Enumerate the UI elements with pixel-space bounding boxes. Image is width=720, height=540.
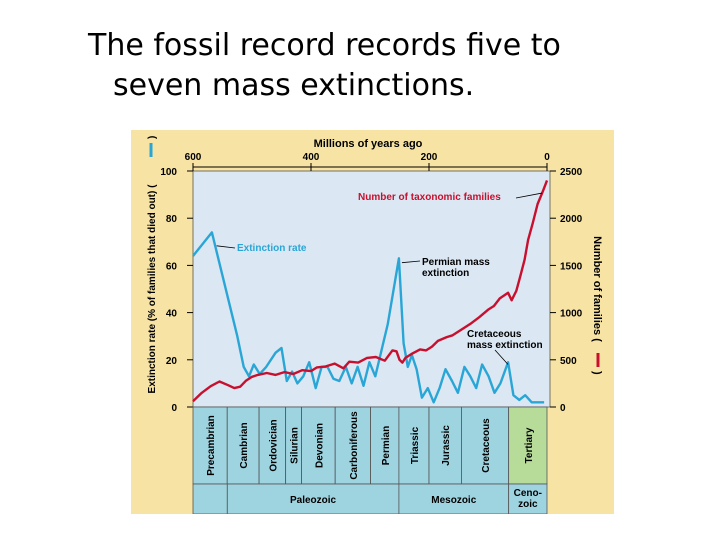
period-cell (301, 406, 336, 485)
left-axis-tick-label: 40 (166, 309, 178, 320)
mass-extinction-figure: Millions of years ago 600 400 200 0 0 20 40 60 80… (131, 130, 614, 514)
right-axis-tick-label: 0 (560, 403, 566, 414)
era-cell (508, 483, 548, 514)
period-label: Devonian (314, 423, 325, 468)
annotation-leader (515, 192, 543, 199)
era-cell (226, 483, 400, 514)
period-label: Triassic (410, 426, 421, 464)
annotation-number-of-families: Number of taxonomic families (358, 192, 501, 203)
period-label: Cambrian (239, 422, 250, 468)
period-label: Permian (381, 426, 392, 465)
left-axis-tick-label: 0 (171, 403, 177, 414)
era-label: Paleozoic (290, 495, 337, 506)
era-cell (398, 483, 510, 514)
annotation-permian-extinction: Permian mass extinction (422, 257, 490, 279)
right-axis-label-tail: ) (591, 371, 603, 375)
period-label: Ordovician (268, 419, 279, 471)
top-axis-tick-label: 0 (544, 152, 550, 163)
extinction-rate-line (192, 231, 545, 404)
right-axis-tick-label: 2000 (560, 214, 583, 225)
annotation-leader (401, 260, 421, 264)
right-axis-tick-label: 500 (560, 356, 577, 367)
right-axis-tick-label: 1500 (560, 261, 583, 272)
period-label: Jurassic (441, 425, 452, 466)
annotation-extinction-rate: Extinction rate (237, 243, 307, 254)
slide-title: The fossil record records five to seven … (88, 26, 708, 106)
period-cell (192, 406, 228, 485)
period-cell (398, 406, 430, 485)
right-axis-tick-label: 1000 (560, 309, 583, 320)
annotation-cretaceous-extinction: Cretaceous mass extinction (467, 329, 543, 351)
annotation-leader (494, 349, 509, 365)
left-axis-label: Extinction rate (% of families that died… (147, 184, 158, 394)
period-label: Precambrian (206, 415, 217, 476)
right-axis-title: Number of families () (591, 236, 603, 375)
era-label: Ceno-zoic (514, 488, 542, 510)
period-label: Silurian (290, 427, 301, 464)
period-label: Tertiary (524, 427, 535, 463)
top-axis-tick-label: 600 (185, 152, 202, 163)
right-axis-label: Number of families ( (591, 236, 603, 342)
left-axis-tick-label: 100 (160, 167, 177, 178)
left-axis-tick-label: 80 (166, 214, 178, 225)
annotation-leader (216, 245, 236, 249)
period-cell (334, 406, 371, 485)
left-axis-label-tail: ) (147, 136, 158, 139)
left-axis-tick-label: 60 (166, 261, 178, 272)
top-axis-tick-label: 200 (421, 152, 438, 163)
period-label: Carboniferous (349, 411, 360, 480)
era-cell-precambrian (192, 483, 228, 514)
era-label: Mesozoic (431, 495, 476, 506)
slide-title-line-2: seven mass extinctions. (113, 68, 475, 103)
period-cell (226, 406, 260, 485)
left-axis-tick-label: 20 (166, 356, 178, 367)
left-axis-title: Extinction rate (% of families that died… (147, 136, 158, 394)
right-axis-tick-label: 2500 (560, 167, 583, 178)
period-cell (370, 406, 400, 485)
period-label: Cretaceous (481, 418, 492, 473)
slide-title-line-1: The fossil record records five to (88, 28, 561, 63)
top-axis-tick-label: 400 (303, 152, 320, 163)
top-axis-label: Millions of years ago (314, 138, 423, 150)
families-line (192, 179, 549, 403)
period-cell (258, 406, 287, 485)
